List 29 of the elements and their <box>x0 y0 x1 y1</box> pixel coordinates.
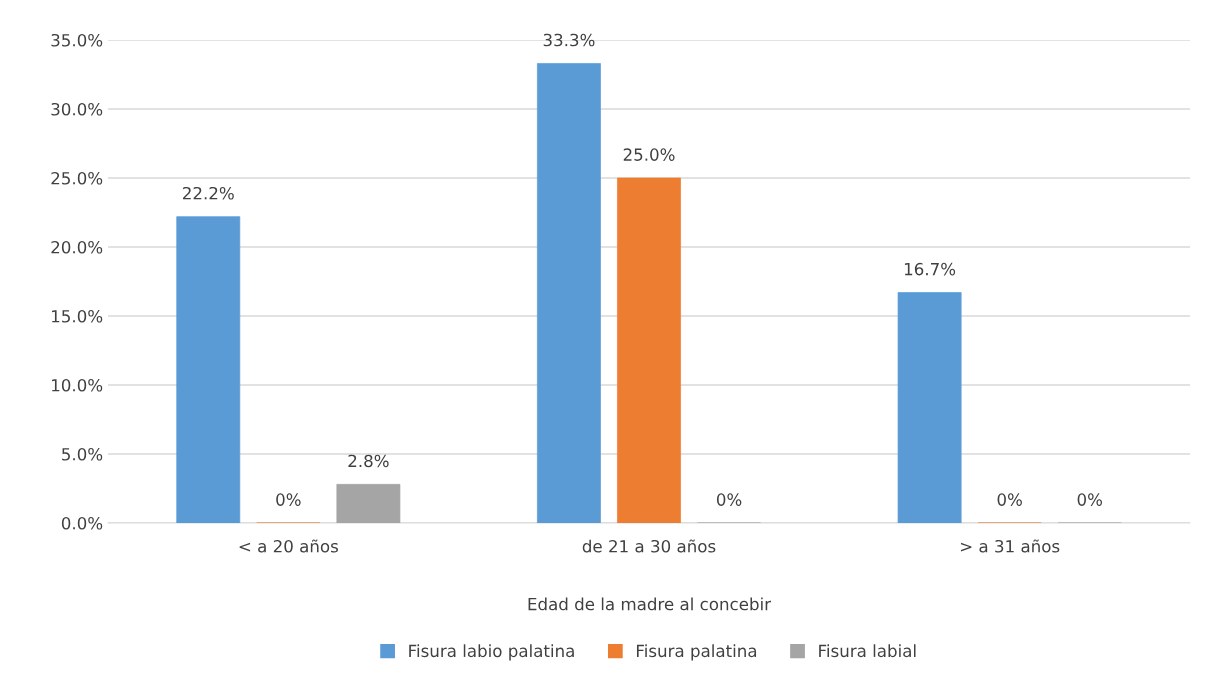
x-tick-label: de 21 a 30 años <box>582 539 716 553</box>
bar <box>537 63 601 523</box>
y-tick-label: 25.0% <box>51 171 103 185</box>
data-label: 0% <box>1077 493 1103 506</box>
bar <box>336 484 401 523</box>
y-tick-label: 5.0% <box>62 447 103 461</box>
data-label: 0% <box>997 493 1022 506</box>
data-label: 22.2% <box>183 186 234 200</box>
x-axis-title: Edad de la madre al concebir <box>528 597 772 611</box>
data-label: 33.3% <box>543 33 595 47</box>
data-label: 16.7% <box>904 262 956 276</box>
data-label: 0% <box>276 493 301 506</box>
data-label: 2.8% <box>348 454 389 468</box>
data-label: 0% <box>716 493 742 506</box>
bar <box>617 177 681 523</box>
y-tick-label: 0.0% <box>61 516 103 530</box>
data-label: 25.0% <box>623 148 675 161</box>
x-tick-label: > a 31 años <box>960 539 1060 553</box>
y-tick-label: 30.0% <box>51 102 103 116</box>
legend-label: Fisura palatina <box>636 644 757 661</box>
bar <box>176 216 241 523</box>
bar <box>897 292 962 523</box>
y-tick-label: 35.0% <box>51 33 103 47</box>
legend-label: Fisura labio palatina <box>409 644 574 661</box>
y-tick-label: 15.0% <box>52 309 103 323</box>
y-tick-label: 10.0% <box>52 378 103 392</box>
legend-label: Fisura labial <box>819 644 916 658</box>
y-tick-label: 20.0% <box>51 240 103 254</box>
x-tick-label: < a 20 años <box>239 539 338 553</box>
